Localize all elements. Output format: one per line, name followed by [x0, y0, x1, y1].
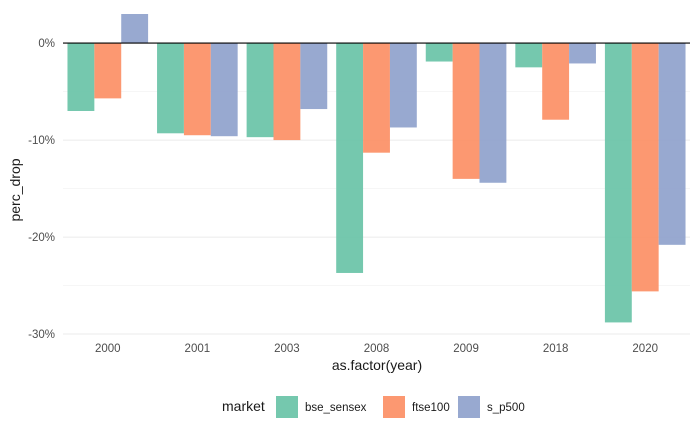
x-tick-label: 2000	[95, 343, 121, 355]
legend: market bse_sensex ftse100 s_p500	[222, 396, 525, 418]
x-tick-labels: 2000 2001 2003 2008 2009 2018 2020	[95, 343, 658, 355]
y-axis-title: perc_drop	[7, 158, 23, 221]
bar-s_p500-2020	[658, 43, 686, 245]
bar-ftse100-2020	[631, 43, 659, 292]
bar-s_p500-2018	[569, 43, 596, 64]
x-tick-label: 2009	[453, 343, 479, 355]
x-tick-label: 2018	[543, 343, 569, 355]
legend-title: market	[222, 398, 265, 414]
bar-bse_sensex-2001	[157, 43, 184, 134]
bar-ftse100-2008	[363, 43, 390, 153]
bar-bse_sensex-2003	[246, 43, 274, 138]
legend-key-s_p500	[458, 396, 480, 418]
legend-label-ftse100: ftse100	[412, 402, 450, 414]
bar-s_p500-2003	[300, 43, 328, 110]
bar-ftse100-2001	[183, 43, 211, 136]
legend-label-s_p500: s_p500	[487, 402, 525, 414]
bar-s_p500-2008	[389, 43, 417, 128]
bar-ftse100-2000	[94, 43, 122, 99]
bar-bse_sensex-2009	[425, 43, 453, 62]
grid-layer	[63, 91, 690, 335]
bar-bse_sensex-2020	[604, 43, 632, 323]
bars-layer	[67, 14, 686, 323]
y-tick-label: -30%	[28, 329, 55, 341]
x-tick-label: 2020	[632, 343, 658, 355]
bar-ftse100-2003	[273, 43, 301, 141]
y-tick-label: -20%	[28, 232, 55, 244]
x-tick-label: 2001	[185, 343, 211, 355]
bar-s_p500-2009	[479, 43, 507, 183]
x-tick-label: 2003	[274, 343, 300, 355]
bar-s_p500-2001	[210, 43, 238, 137]
x-axis-title: as.factor(year)	[332, 357, 422, 373]
y-tick-label: -10%	[28, 135, 55, 147]
bar-ftse100-2018	[542, 43, 570, 120]
x-tick-label: 2008	[364, 343, 390, 355]
bar-bse_sensex-2018	[515, 43, 543, 68]
legend-key-ftse100	[383, 396, 405, 418]
legend-key-bse_sensex	[276, 396, 298, 418]
bar-bse_sensex-2000	[67, 43, 95, 111]
legend-label-bse_sensex: bse_sensex	[305, 402, 367, 414]
y-tick-labels: 0% -10% -20% -30%	[28, 38, 55, 341]
bar-ftse100-2009	[452, 43, 480, 179]
bar-s_p500-2000	[121, 14, 149, 44]
y-tick-label: 0%	[38, 38, 55, 50]
bar-bse_sensex-2008	[336, 43, 364, 273]
